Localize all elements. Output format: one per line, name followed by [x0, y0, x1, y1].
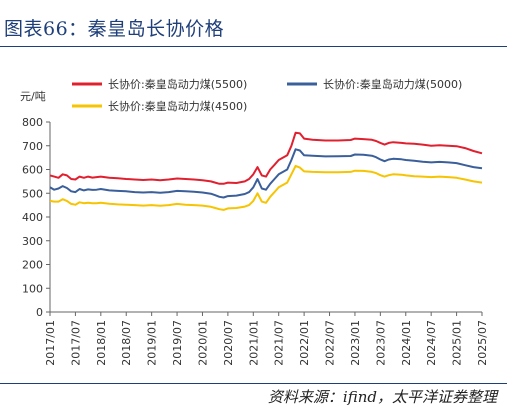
y-tick-label: 600 — [22, 164, 43, 177]
x-tick-label: 2019/01 — [146, 320, 159, 366]
x-tick-label: 2024/07 — [425, 320, 438, 366]
source-divider — [0, 383, 507, 384]
x-tick-label: 2021/01 — [247, 320, 260, 366]
series-line-3 — [49, 164, 483, 211]
legend-label-2: 长协价:秦皇岛动力煤(5000) — [323, 77, 462, 91]
x-tick-label: 2021/07 — [273, 320, 286, 366]
series-lines — [49, 131, 483, 211]
x-tick-label: 2023/07 — [374, 320, 387, 366]
x-tick-label: 2017/01 — [44, 320, 57, 366]
y-tick-label: 500 — [22, 187, 43, 200]
x-tick-label: 2020/07 — [222, 320, 235, 366]
x-tick-label: 2023/01 — [349, 320, 362, 366]
x-tick-label: 2025/01 — [451, 320, 464, 366]
y-tick-label: 300 — [22, 235, 43, 248]
figure-title: 图表66：秦皇岛长协价格 — [4, 18, 225, 40]
series-line-1 — [49, 131, 483, 185]
title-divider — [0, 46, 507, 47]
source-note: 资料来源：ifind，太平洋证券整理 — [267, 388, 497, 406]
legend: 长协价:秦皇岛动力煤(5500) 长协价:秦皇岛动力煤(5000) 长协价:秦皇岛动… — [72, 77, 462, 113]
y-tick-label: 100 — [22, 282, 43, 295]
axes: 0 100 200 300 400 500 600 700 800 2017/01 2017/07 2… — [22, 116, 489, 366]
x-tick-label: 2018/01 — [95, 320, 108, 366]
x-tick-label: 2018/07 — [120, 320, 133, 366]
x-tick-label: 2019/07 — [171, 320, 184, 366]
y-axis-unit-label: 元/吨 — [20, 90, 46, 103]
series-line-2 — [49, 148, 483, 199]
x-tick-label: 2022/01 — [298, 320, 311, 366]
x-tick-label: 2024/01 — [400, 320, 413, 366]
y-tick-label: 800 — [22, 116, 43, 129]
legend-label-3: 长协价:秦皇岛动力煤(4500) — [108, 99, 247, 113]
legend-label-1: 长协价:秦皇岛动力煤(5500) — [108, 77, 247, 91]
y-tick-label: 0 — [36, 306, 43, 319]
y-tick-label: 400 — [22, 211, 43, 224]
x-tick-label: 2022/07 — [324, 320, 337, 366]
x-tick-label: 2020/01 — [196, 320, 209, 366]
x-tick-label: 2017/07 — [69, 320, 82, 366]
y-tick-label: 200 — [22, 259, 43, 272]
x-tick-label: 2025/07 — [476, 320, 489, 366]
y-tick-label: 700 — [22, 140, 43, 153]
